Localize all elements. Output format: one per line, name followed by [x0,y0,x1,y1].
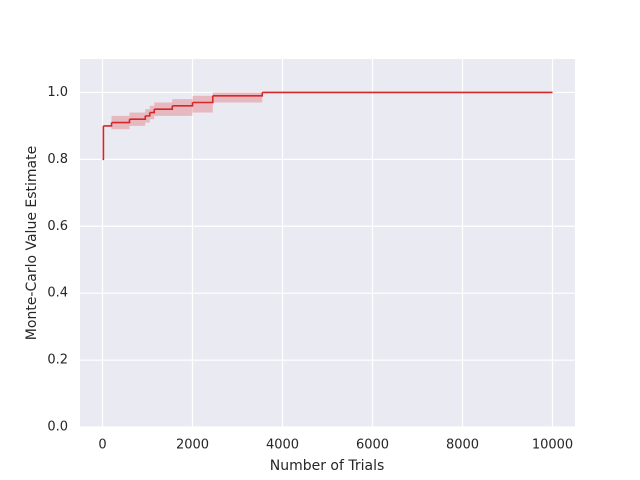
x-tick-label: 6000 [356,438,389,453]
confidence-band [212,92,263,103]
line-step [129,115,147,121]
x-tick-label: 0 [98,438,106,453]
y-tick-label: 0.6 [47,219,68,234]
line-step [192,95,214,104]
y-tick-label: 0.2 [47,353,68,368]
line-step [102,125,105,161]
line-step [145,112,151,117]
x-axis-title: Number of Trials [270,458,385,474]
line-step [103,122,113,127]
y-tick-label: 0.0 [47,420,68,435]
confidence-band [192,95,213,113]
confidence-band [172,99,193,116]
line-step [212,92,264,97]
line-step [149,109,156,114]
y-tick-label: 1.0 [47,85,68,100]
x-tick-label: 10000 [532,438,573,453]
x-tick-label: 8000 [446,438,479,453]
plot-area [80,59,575,427]
y-tick-label: 0.4 [47,286,68,301]
x-tick-label: 2000 [176,438,209,453]
line-step [172,102,194,107]
line-step [111,119,131,124]
y-tick-label: 0.8 [47,152,68,167]
x-tick-label: 4000 [266,438,299,453]
line-step [154,105,174,110]
y-axis-title: Monte-Carlo Value Estimate [24,146,40,340]
